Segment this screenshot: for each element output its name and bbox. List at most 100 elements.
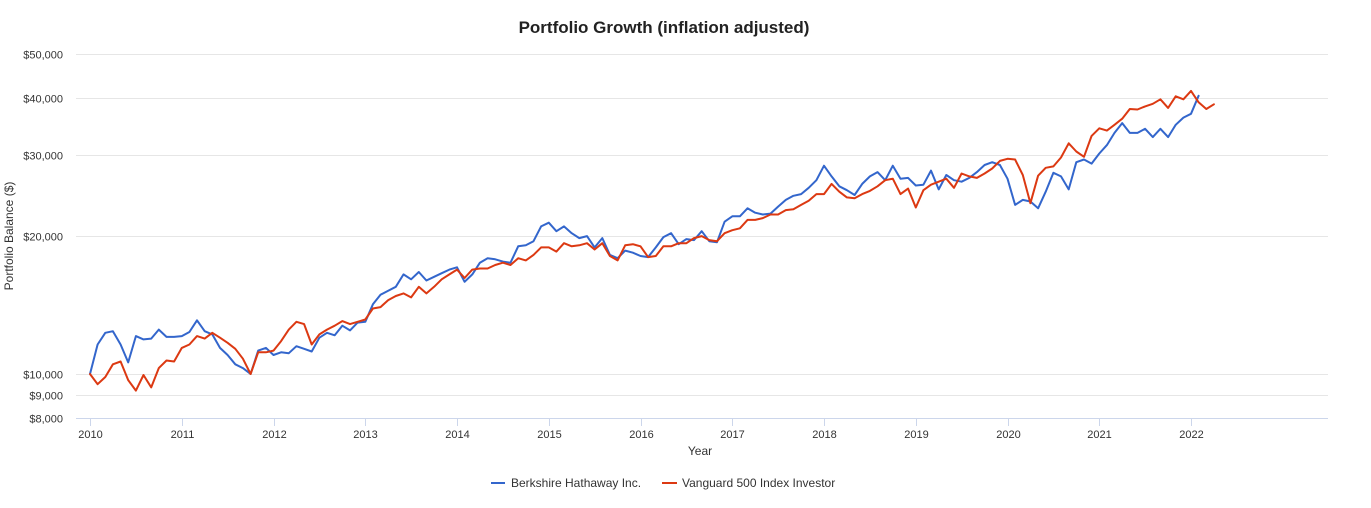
data-point-berkshire[interactable]	[202, 328, 208, 334]
data-point-vanguard[interactable]	[1112, 122, 1118, 128]
legend-item-berkshire[interactable]: Berkshire Hathaway Inc.	[491, 476, 641, 490]
data-point-berkshire[interactable]	[668, 230, 674, 236]
data-point-vanguard[interactable]	[87, 371, 93, 377]
data-point-vanguard[interactable]	[133, 388, 139, 394]
data-point-berkshire[interactable]	[959, 179, 965, 185]
data-point-berkshire[interactable]	[982, 162, 988, 168]
data-point-berkshire[interactable]	[531, 238, 537, 244]
data-point-vanguard[interactable]	[882, 177, 888, 183]
data-point-berkshire[interactable]	[1142, 126, 1148, 132]
data-point-vanguard[interactable]	[630, 241, 636, 247]
data-point-berkshire[interactable]	[1020, 197, 1026, 203]
data-point-vanguard[interactable]	[232, 346, 238, 352]
data-point-vanguard[interactable]	[813, 191, 819, 197]
data-point-vanguard[interactable]	[798, 202, 804, 208]
data-point-vanguard[interactable]	[431, 284, 437, 290]
data-point-vanguard[interactable]	[576, 242, 582, 248]
data-point-vanguard[interactable]	[118, 359, 124, 365]
data-point-vanguard[interactable]	[920, 187, 926, 193]
data-point-vanguard[interactable]	[347, 321, 353, 327]
data-point-vanguard[interactable]	[592, 247, 598, 253]
data-point-berkshire[interactable]	[1073, 159, 1079, 165]
data-point-berkshire[interactable]	[576, 235, 582, 241]
data-point-vanguard[interactable]	[1058, 155, 1064, 161]
data-point-berkshire[interactable]	[1066, 186, 1072, 192]
data-point-vanguard[interactable]	[255, 349, 261, 355]
data-point-berkshire[interactable]	[1104, 142, 1110, 148]
data-point-vanguard[interactable]	[913, 205, 919, 211]
data-point-vanguard[interactable]	[1081, 154, 1087, 160]
data-point-vanguard[interactable]	[660, 243, 666, 249]
data-point-berkshire[interactable]	[1043, 189, 1049, 195]
data-point-vanguard[interactable]	[125, 377, 131, 383]
data-point-vanguard[interactable]	[408, 294, 414, 300]
data-point-vanguard[interactable]	[745, 217, 751, 223]
data-point-berkshire[interactable]	[378, 292, 384, 298]
data-point-berkshire[interactable]	[416, 269, 422, 275]
data-point-berkshire[interactable]	[1127, 130, 1133, 136]
data-point-berkshire[interactable]	[232, 361, 238, 367]
data-point-vanguard[interactable]	[638, 243, 644, 249]
data-point-vanguard[interactable]	[171, 359, 177, 365]
data-point-vanguard[interactable]	[722, 230, 728, 236]
data-point-vanguard[interactable]	[179, 345, 185, 351]
data-point-berkshire[interactable]	[905, 175, 911, 181]
data-point-berkshire[interactable]	[194, 317, 200, 323]
data-point-vanguard[interactable]	[263, 349, 269, 355]
data-point-berkshire[interactable]	[156, 327, 162, 333]
data-point-vanguard[interactable]	[653, 253, 659, 259]
data-point-vanguard[interactable]	[1188, 88, 1194, 94]
data-point-vanguard[interactable]	[1142, 103, 1148, 109]
data-point-vanguard[interactable]	[1066, 140, 1072, 146]
data-point-vanguard[interactable]	[378, 304, 384, 310]
data-point-berkshire[interactable]	[393, 284, 399, 290]
data-point-vanguard[interactable]	[714, 238, 720, 244]
data-point-vanguard[interactable]	[859, 191, 865, 197]
data-point-berkshire[interactable]	[745, 205, 751, 211]
data-point-vanguard[interactable]	[209, 330, 215, 336]
data-point-vanguard[interactable]	[1104, 128, 1110, 134]
data-point-vanguard[interactable]	[951, 185, 957, 191]
data-point-berkshire[interactable]	[217, 345, 223, 351]
data-point-berkshire[interactable]	[737, 213, 743, 219]
data-point-vanguard[interactable]	[691, 235, 697, 241]
legend-item-vanguard[interactable]: Vanguard 500 Index Investor	[662, 476, 835, 490]
data-point-berkshire[interactable]	[477, 260, 483, 266]
data-point-berkshire[interactable]	[1135, 130, 1141, 136]
data-point-vanguard[interactable]	[1135, 107, 1141, 113]
series-line-vanguard[interactable]	[89, 89, 1215, 392]
data-point-berkshire[interactable]	[653, 244, 659, 250]
data-point-vanguard[interactable]	[202, 336, 208, 342]
data-point-vanguard[interactable]	[982, 171, 988, 177]
data-point-vanguard[interactable]	[248, 371, 254, 377]
data-point-vanguard[interactable]	[355, 319, 361, 325]
data-point-berkshire[interactable]	[141, 336, 147, 342]
data-point-berkshire[interactable]	[1096, 151, 1102, 157]
data-point-berkshire[interactable]	[95, 342, 101, 348]
data-point-berkshire[interactable]	[385, 288, 391, 294]
data-point-berkshire[interactable]	[240, 365, 246, 371]
data-point-berkshire[interactable]	[829, 173, 835, 179]
data-point-vanguard[interactable]	[485, 266, 491, 272]
data-point-berkshire[interactable]	[171, 334, 177, 340]
data-point-berkshire[interactable]	[752, 210, 758, 216]
data-point-vanguard[interactable]	[1203, 106, 1209, 112]
data-point-berkshire[interactable]	[898, 176, 904, 182]
data-point-vanguard[interactable]	[416, 284, 422, 290]
data-point-berkshire[interactable]	[867, 173, 873, 179]
data-point-vanguard[interactable]	[1150, 101, 1156, 107]
data-point-vanguard[interactable]	[469, 267, 475, 273]
data-point-vanguard[interactable]	[194, 333, 200, 339]
data-point-vanguard[interactable]	[1157, 96, 1163, 102]
data-point-vanguard[interactable]	[867, 188, 873, 194]
data-point-vanguard[interactable]	[500, 260, 506, 266]
data-point-vanguard[interactable]	[1096, 125, 1102, 131]
data-point-vanguard[interactable]	[339, 318, 345, 324]
data-point-berkshire[interactable]	[561, 223, 567, 229]
data-point-berkshire[interactable]	[553, 228, 559, 234]
data-point-berkshire[interactable]	[133, 333, 139, 339]
data-point-vanguard[interactable]	[729, 227, 735, 233]
data-point-vanguard[interactable]	[821, 191, 827, 197]
data-point-vanguard[interactable]	[370, 306, 376, 312]
data-point-vanguard[interactable]	[446, 271, 452, 277]
